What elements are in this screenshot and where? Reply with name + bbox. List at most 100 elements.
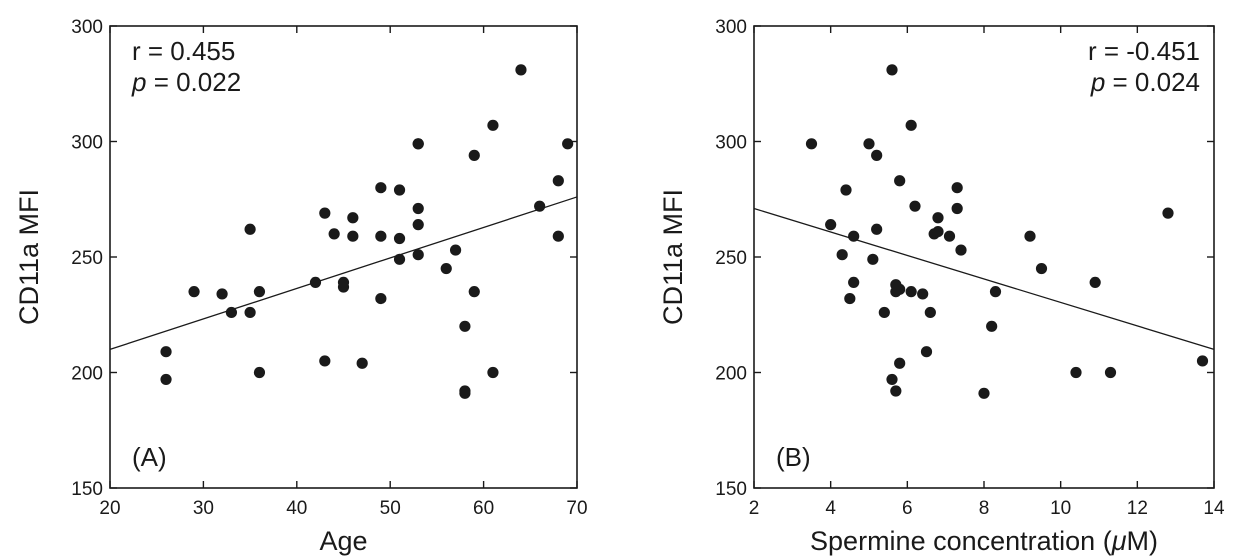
data-point-b bbox=[890, 385, 902, 397]
data-point-a bbox=[515, 64, 527, 76]
data-point-b bbox=[1024, 230, 1036, 242]
data-point-b bbox=[951, 182, 963, 194]
data-point-b bbox=[863, 138, 875, 150]
ticks-a: 20 30 40 50 60 70 150 200 250 300 300 bbox=[71, 17, 587, 519]
data-point-b bbox=[836, 249, 848, 261]
data-point-b bbox=[1196, 355, 1209, 367]
data-point-a bbox=[253, 366, 266, 379]
x-tick-label-b: 14 bbox=[1203, 498, 1225, 519]
points-b bbox=[805, 64, 1209, 399]
data-point-b bbox=[805, 138, 818, 150]
x-tick-label-a: 60 bbox=[473, 498, 494, 519]
data-point-b bbox=[909, 200, 921, 212]
data-point-b bbox=[890, 286, 902, 298]
ticks-b: 2 4 6 8 10 12 14 150 200 250 300 300 bbox=[715, 17, 1225, 519]
p-annotation-a: p = 0.022 bbox=[131, 67, 241, 97]
data-point-a bbox=[347, 212, 359, 224]
y-tick-label-a: 150 bbox=[71, 479, 103, 500]
data-point-a bbox=[440, 262, 452, 275]
data-point-b bbox=[871, 223, 883, 235]
data-point-b bbox=[920, 346, 933, 358]
panel-label-b: (B) bbox=[776, 442, 811, 472]
data-point-b bbox=[932, 212, 944, 224]
panel-b: 2 4 6 8 10 12 14 150 200 250 300 300 r = -0.451 p =… bbox=[658, 17, 1225, 556]
y-tick-label-a: 200 bbox=[71, 364, 103, 385]
data-point-b bbox=[1035, 262, 1048, 275]
p-symbol-b: p bbox=[1090, 67, 1105, 97]
data-point-a bbox=[244, 223, 256, 235]
data-point-b bbox=[917, 288, 929, 300]
panel-label-a: (A) bbox=[132, 442, 167, 472]
data-point-a bbox=[319, 207, 331, 219]
data-point-a bbox=[534, 200, 546, 212]
x-tick-label-a: 20 bbox=[99, 498, 120, 519]
data-point-a bbox=[393, 232, 406, 245]
data-point-a bbox=[412, 219, 424, 231]
data-point-b bbox=[951, 202, 963, 215]
data-point-b bbox=[1070, 366, 1082, 379]
x-tick-label-b: 2 bbox=[749, 498, 760, 519]
y-tick-label-b: 250 bbox=[715, 248, 747, 269]
y-tick-label-a: 300 bbox=[71, 17, 103, 38]
p-symbol-a: p bbox=[131, 67, 146, 97]
x-tick-label-b: 10 bbox=[1050, 498, 1071, 519]
data-point-a bbox=[393, 184, 406, 196]
y-axis-title-a: CD11a MFI bbox=[14, 189, 44, 325]
r-annotation-a: r = 0.455 bbox=[132, 36, 235, 66]
data-point-b bbox=[844, 292, 856, 305]
y-tick-label-a: 250 bbox=[71, 248, 103, 269]
data-point-a bbox=[375, 292, 387, 305]
x-axis-title-b: Spermine concentration (μM) bbox=[810, 526, 1158, 556]
x-tick-label-b: 6 bbox=[902, 498, 913, 519]
y-tick-label-b: 300 bbox=[715, 133, 747, 154]
panel-a: 20 30 40 50 60 70 150 200 250 300 300 r = 0.455 p … bbox=[14, 17, 588, 556]
data-point-b bbox=[1162, 207, 1174, 219]
y-axis-title-b: CD11a MFI bbox=[658, 189, 688, 325]
data-point-b bbox=[848, 276, 860, 289]
data-point-a bbox=[160, 373, 172, 386]
data-point-a bbox=[347, 230, 359, 242]
data-point-a bbox=[459, 387, 471, 399]
data-point-a bbox=[188, 286, 200, 298]
data-point-a bbox=[468, 149, 480, 161]
data-point-a bbox=[552, 230, 564, 242]
p-value-a: = 0.022 bbox=[146, 67, 241, 97]
points-a bbox=[160, 64, 574, 399]
x-tick-label-b: 4 bbox=[825, 498, 836, 519]
data-point-a bbox=[253, 286, 266, 298]
data-point-b bbox=[932, 225, 944, 238]
p-value-b: = 0.024 bbox=[1105, 67, 1200, 97]
x-tick-label-a: 30 bbox=[193, 498, 214, 519]
data-point-b bbox=[989, 286, 1002, 298]
data-point-a bbox=[552, 175, 564, 187]
x-tick-label-b: 8 bbox=[979, 498, 990, 519]
regression-line-b bbox=[753, 207, 1215, 351]
data-point-a bbox=[412, 138, 424, 150]
x-axis-title-a: Age bbox=[319, 526, 367, 556]
y-tick-label-a: 300 bbox=[71, 133, 103, 154]
data-point-b bbox=[840, 184, 852, 196]
x-tick-label-a: 50 bbox=[380, 498, 401, 519]
x-tick-label-a: 70 bbox=[566, 498, 587, 519]
data-point-a bbox=[487, 366, 499, 379]
x-tick-label-b: 12 bbox=[1127, 498, 1148, 519]
data-point-b bbox=[1104, 366, 1117, 379]
data-point-a bbox=[309, 276, 322, 289]
data-point-b bbox=[943, 230, 956, 242]
p-annotation-b: p = 0.024 bbox=[1090, 67, 1200, 97]
regression-line-a bbox=[109, 196, 578, 351]
data-point-a bbox=[459, 320, 471, 332]
data-point-b bbox=[894, 175, 906, 187]
data-point-b bbox=[905, 286, 917, 298]
data-point-b bbox=[955, 244, 967, 256]
data-point-b bbox=[986, 320, 998, 332]
data-point-b bbox=[978, 387, 990, 399]
data-point-b bbox=[825, 219, 837, 231]
data-point-b bbox=[886, 373, 898, 386]
data-point-a bbox=[487, 119, 499, 131]
data-point-a bbox=[375, 182, 387, 194]
data-point-b bbox=[886, 64, 898, 76]
y-tick-label-b: 200 bbox=[715, 364, 747, 385]
data-point-a bbox=[356, 357, 368, 369]
